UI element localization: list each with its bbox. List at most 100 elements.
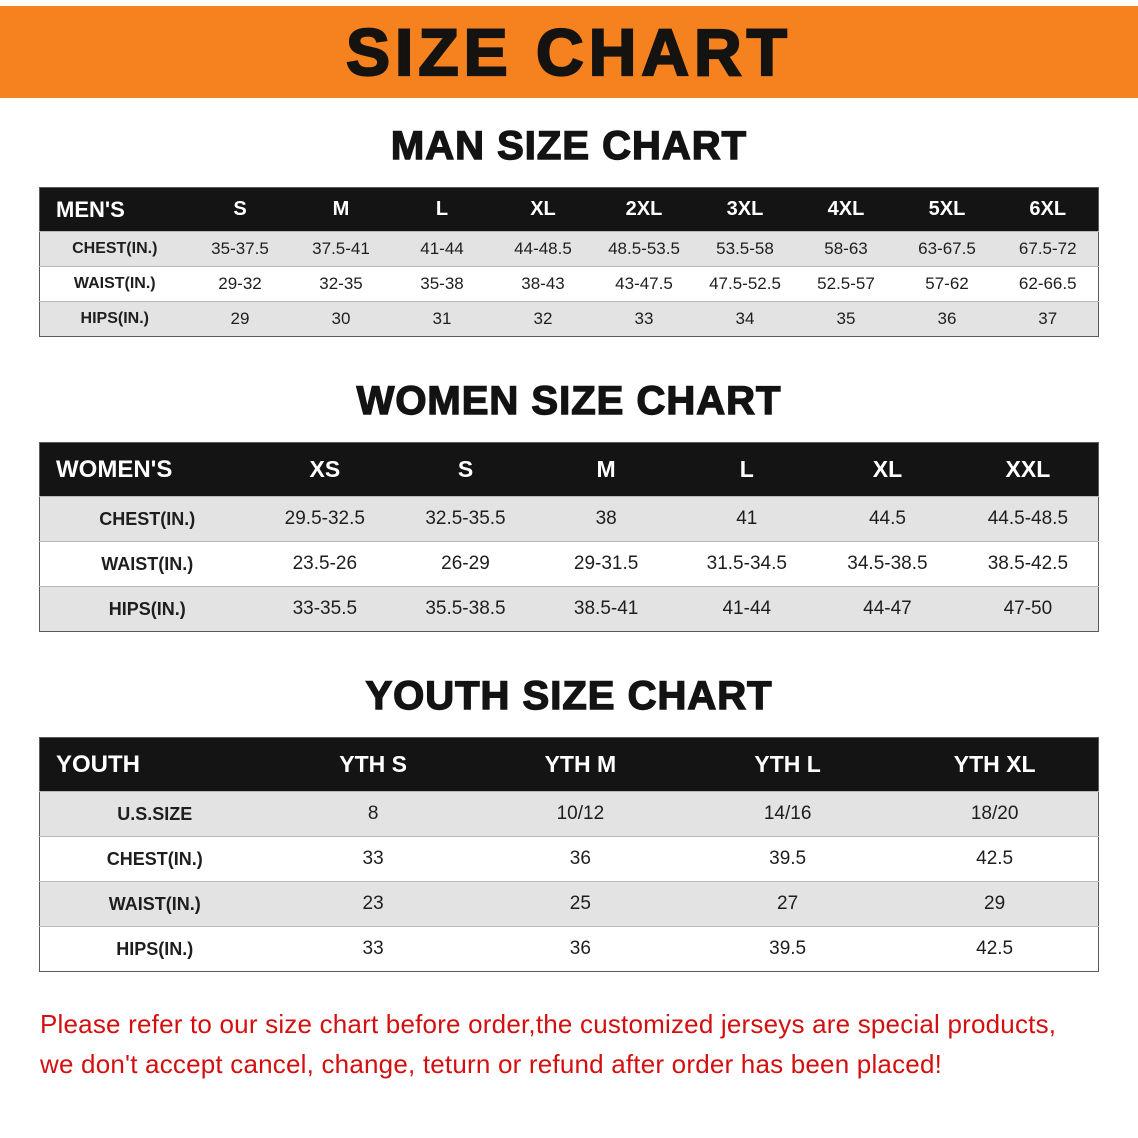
size-column-header: XL	[492, 187, 594, 232]
size-value-cell: 29	[189, 301, 291, 337]
size-value-cell: 33-35.5	[254, 586, 396, 632]
size-column-header: S	[395, 442, 536, 497]
size-value-cell: 8	[269, 791, 477, 837]
table-header-row: WOMEN'S XS S M L XL XXL	[39, 442, 1099, 497]
size-value-cell: 35.5-38.5	[395, 586, 536, 632]
size-value-cell: 36	[896, 301, 998, 337]
size-column-header: 5XL	[896, 187, 998, 232]
men-size-section: MAN SIZE CHART MEN'S S M L XL 2XL 3XL 4XL 5XL 6XL…	[0, 123, 1138, 337]
size-value-cell: 41	[676, 496, 818, 542]
size-value-cell: 63-67.5	[896, 231, 998, 267]
disclaimer-line-2: we don't accept cancel, change, teturn o…	[40, 1049, 943, 1080]
size-value-cell: 48.5-53.5	[593, 231, 695, 267]
size-value-cell: 44-48.5	[492, 231, 594, 267]
size-value-cell: 42.5	[891, 926, 1099, 972]
table-header-row: MEN'S S M L XL 2XL 3XL 4XL 5XL 6XL	[39, 187, 1099, 232]
women-size-section: WOMEN SIZE CHART WOMEN'S XS S M L XL XXL CHEST(…	[0, 378, 1138, 632]
disclaimer-section: Please refer to our size chart before or…	[0, 1004, 1138, 1085]
table-row: WAIST(IN.) 29-32 32-35 35-38 38-43 43-47.5 47.…	[39, 266, 1099, 302]
size-value-cell: 38.5-41	[535, 586, 677, 632]
size-value-cell: 35-38	[391, 266, 493, 302]
size-value-cell: 23.5-26	[254, 541, 396, 587]
youth-section-title: YOUTH SIZE CHART	[365, 673, 773, 718]
row-label: WAIST(IN.)	[39, 541, 255, 587]
size-value-cell: 34.5-38.5	[817, 541, 958, 587]
size-value-cell: 44.5	[817, 496, 958, 542]
size-value-cell: 33	[593, 301, 695, 337]
size-value-cell: 10/12	[476, 791, 684, 837]
size-column-header: S	[189, 187, 291, 232]
size-value-cell: 39.5	[684, 836, 892, 882]
row-label: WAIST(IN.)	[39, 881, 270, 927]
men-size-table: MEN'S S M L XL 2XL 3XL 4XL 5XL 6XL CHEST(IN.) 35-37…	[39, 187, 1099, 337]
size-value-cell: 37.5-41	[290, 231, 392, 267]
size-value-cell: 38	[535, 496, 677, 542]
size-value-cell: 36	[476, 926, 684, 972]
size-value-cell: 35-37.5	[189, 231, 291, 267]
youth-size-table: YOUTH YTH S YTH M YTH L YTH XL U.S.SIZE 8 10/12…	[39, 737, 1099, 972]
size-value-cell: 42.5	[891, 836, 1099, 882]
size-value-cell: 29-31.5	[535, 541, 677, 587]
size-value-cell: 67.5-72	[997, 231, 1099, 267]
size-value-cell: 26-29	[395, 541, 536, 587]
size-column-header: M	[535, 442, 677, 497]
size-value-cell: 25	[476, 881, 684, 927]
size-column-header: 3XL	[694, 187, 796, 232]
size-column-header: 4XL	[795, 187, 897, 232]
table-row: HIPS(IN.) 33 36 39.5 42.5	[39, 926, 1099, 972]
row-label: HIPS(IN.)	[39, 926, 270, 972]
table-row: CHEST(IN.) 33 36 39.5 42.5	[39, 836, 1099, 882]
size-chart-banner: SIZE CHART	[0, 6, 1138, 98]
row-label: HIPS(IN.)	[39, 586, 255, 632]
size-value-cell: 32	[492, 301, 594, 337]
table-row: WAIST(IN.) 23.5-26 26-29 29-31.5 31.5-34.5 34…	[39, 541, 1099, 587]
size-column-header: XXL	[957, 442, 1099, 497]
size-value-cell: 44.5-48.5	[957, 496, 1099, 542]
size-value-cell: 27	[684, 881, 892, 927]
size-column-header: XS	[254, 442, 396, 497]
size-column-header: YTH M	[476, 737, 684, 792]
size-value-cell: 30	[290, 301, 392, 337]
table-corner-label: MEN'S	[39, 187, 190, 232]
size-value-cell: 57-62	[896, 266, 998, 302]
size-column-header: XL	[817, 442, 958, 497]
size-value-cell: 47-50	[957, 586, 1099, 632]
size-value-cell: 37	[997, 301, 1099, 337]
size-value-cell: 47.5-52.5	[694, 266, 796, 302]
women-size-table: WOMEN'S XS S M L XL XXL CHEST(IN.) 29.5-32.5 32.5…	[39, 442, 1099, 632]
table-header-row: YOUTH YTH S YTH M YTH L YTH XL	[39, 737, 1099, 792]
table-row: CHEST(IN.) 29.5-32.5 32.5-35.5 38 41 44.5 44.5…	[39, 496, 1099, 542]
row-label: CHEST(IN.)	[39, 836, 270, 882]
size-value-cell: 52.5-57	[795, 266, 897, 302]
size-column-header: M	[290, 187, 392, 232]
size-value-cell: 29-32	[189, 266, 291, 302]
row-label: CHEST(IN.)	[39, 496, 255, 542]
table-row: U.S.SIZE 8 10/12 14/16 18/20	[39, 791, 1099, 837]
table-row: WAIST(IN.) 23 25 27 29	[39, 881, 1099, 927]
men-section-title: MAN SIZE CHART	[390, 123, 748, 168]
size-value-cell: 18/20	[891, 791, 1099, 837]
size-value-cell: 31	[391, 301, 493, 337]
size-value-cell: 41-44	[391, 231, 493, 267]
row-label: WAIST(IN.)	[39, 266, 190, 302]
table-row: CHEST(IN.) 35-37.5 37.5-41 41-44 44-48.5 48.5…	[39, 231, 1099, 267]
size-column-header: YTH XL	[891, 737, 1099, 792]
size-column-header: L	[391, 187, 493, 232]
size-value-cell: 32-35	[290, 266, 392, 302]
size-value-cell: 33	[269, 836, 477, 882]
women-section-title: WOMEN SIZE CHART	[356, 378, 782, 423]
row-label: U.S.SIZE	[39, 791, 270, 837]
banner-title: SIZE CHART	[345, 14, 792, 90]
size-value-cell: 14/16	[684, 791, 892, 837]
size-value-cell: 44-47	[817, 586, 958, 632]
size-value-cell: 33	[269, 926, 477, 972]
size-column-header: YTH S	[269, 737, 477, 792]
table-row: HIPS(IN.) 29 30 31 32 33 34 35 36 37	[39, 301, 1099, 337]
size-value-cell: 23	[269, 881, 477, 927]
size-value-cell: 41-44	[676, 586, 818, 632]
size-value-cell: 62-66.5	[997, 266, 1099, 302]
size-column-header: 2XL	[593, 187, 695, 232]
table-corner-label: WOMEN'S	[39, 442, 255, 497]
size-value-cell: 58-63	[795, 231, 897, 267]
size-value-cell: 29	[891, 881, 1099, 927]
